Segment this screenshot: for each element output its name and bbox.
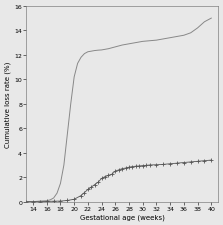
X-axis label: Gestational age (weeks): Gestational age (weeks) <box>80 214 165 220</box>
Y-axis label: Cumulative loss rate (%): Cumulative loss rate (%) <box>5 61 11 147</box>
